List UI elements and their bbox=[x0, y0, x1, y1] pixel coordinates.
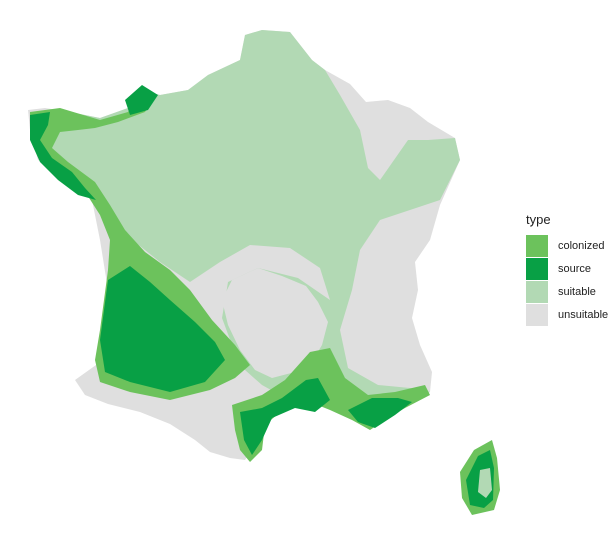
colonized-mediterranean bbox=[232, 348, 430, 462]
massif-central-unsuitable bbox=[222, 268, 328, 378]
source-northwest-coast bbox=[30, 112, 96, 200]
legend-swatch-colonized bbox=[526, 234, 548, 257]
legend-label-source: source bbox=[558, 262, 592, 275]
legend-swatch-source bbox=[526, 257, 548, 280]
legend-label-suitable: suitable bbox=[558, 285, 596, 298]
source-mediterranean bbox=[240, 378, 330, 455]
legend: type colonized source suitable unsuitabl… bbox=[526, 212, 608, 326]
legend-title: type bbox=[526, 212, 551, 227]
legend-item-colonized: colonized bbox=[526, 234, 608, 257]
source-provence bbox=[348, 398, 412, 428]
source-brittany-north bbox=[125, 85, 158, 115]
legend-label-unsuitable: unsuitable bbox=[558, 308, 609, 321]
legend-item-suitable: suitable bbox=[526, 280, 608, 303]
source-southwest bbox=[100, 266, 225, 392]
legend-item-unsuitable: unsuitable bbox=[526, 303, 608, 326]
suitable-region bbox=[35, 30, 460, 422]
legend-item-source: source bbox=[526, 257, 608, 280]
legend-label-colonized: colonized bbox=[558, 239, 605, 252]
corsica-suitable bbox=[478, 468, 492, 498]
legend-swatch-unsuitable bbox=[526, 303, 548, 326]
legend-swatch-suitable bbox=[526, 280, 548, 303]
